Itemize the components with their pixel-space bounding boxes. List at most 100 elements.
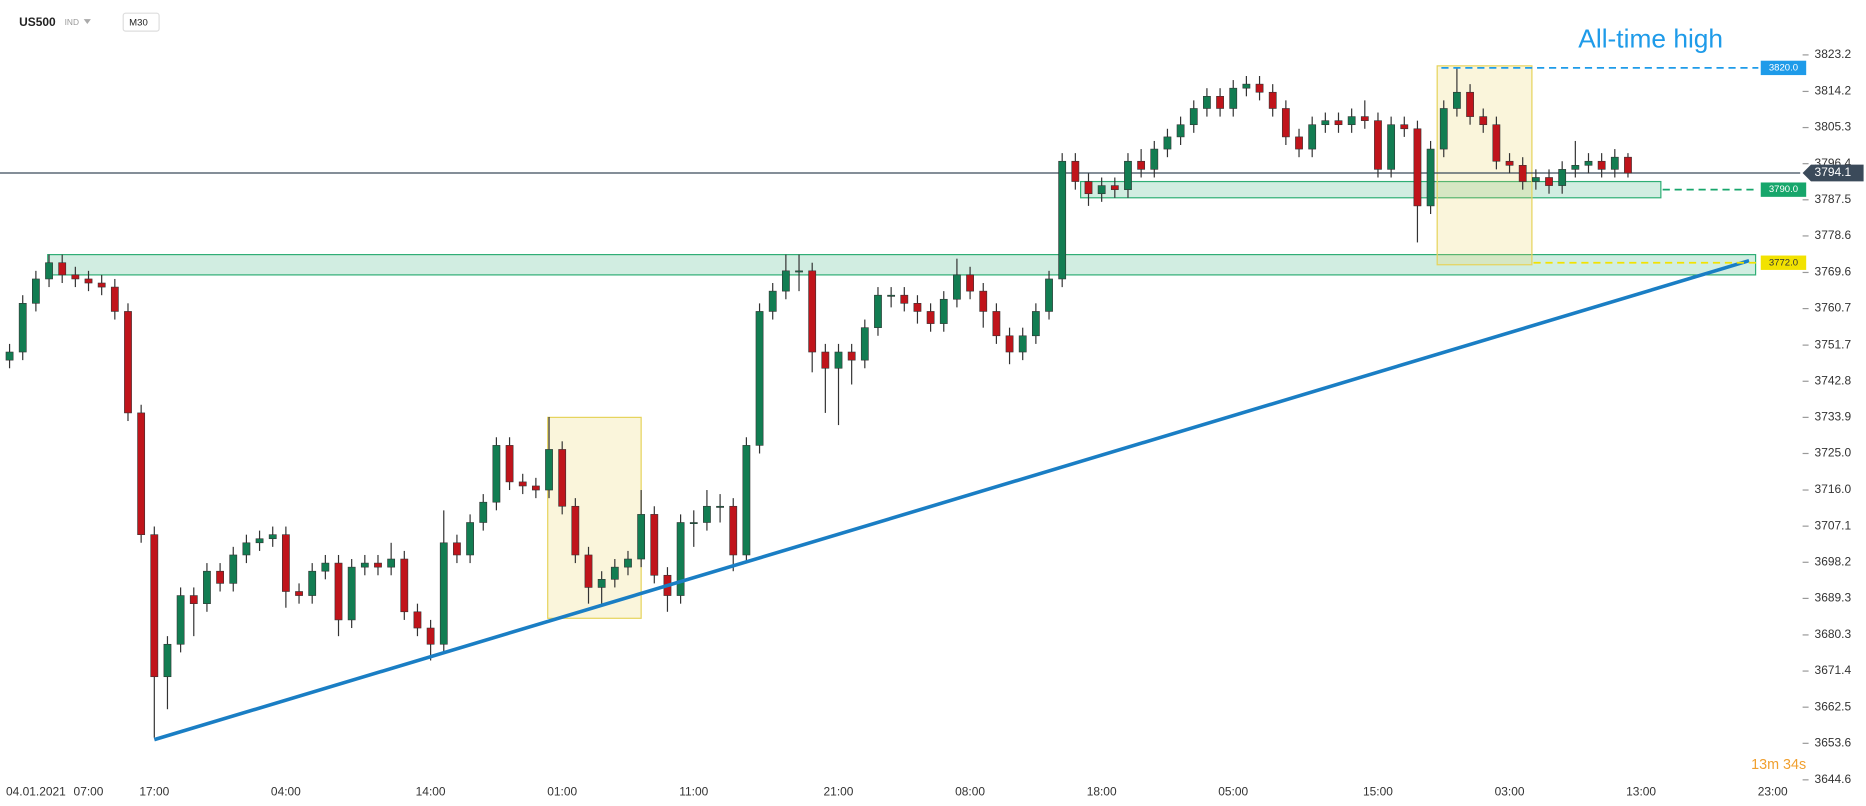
candle-body (1400, 124, 1409, 130)
candle-body (926, 311, 935, 324)
candle-body (1479, 116, 1488, 126)
candle-body (84, 278, 93, 284)
candle-body (1360, 116, 1369, 121)
candle-body (676, 522, 685, 596)
candle-body (584, 554, 593, 588)
candle-body (939, 298, 948, 324)
price-tag-label: 3790.0 (1769, 184, 1798, 195)
x-tick-label: 04:00 (271, 784, 301, 798)
x-tick-label: 13:00 (1626, 784, 1656, 798)
candle-body (1071, 160, 1080, 182)
candle-body (163, 643, 172, 678)
candle-body (203, 570, 211, 604)
candle-body (781, 270, 790, 292)
candle-body (610, 566, 619, 580)
price-tag (1760, 182, 1807, 197)
candle-body (1045, 278, 1053, 312)
candle-body (1413, 128, 1422, 207)
y-tick-label: 3760.7 (1815, 301, 1852, 315)
timeframe-box[interactable] (122, 12, 160, 32)
symbol[interactable]: US500 (19, 15, 56, 29)
candle-body (1203, 96, 1211, 109)
candle-body (742, 445, 751, 556)
candle-body (453, 542, 461, 556)
candle-body (1308, 124, 1317, 150)
candle-body (31, 278, 40, 304)
y-tick-label: 3733.9 (1815, 410, 1852, 424)
candle-body (1281, 108, 1290, 138)
candle-body (400, 558, 409, 613)
y-tick-label: 3787.5 (1815, 192, 1852, 206)
candle-body (255, 538, 264, 544)
trendline (153, 258, 1750, 742)
y-tick-label: 3671.4 (1815, 663, 1852, 677)
candle-body (413, 611, 422, 629)
candle-body (1005, 335, 1014, 353)
candle-body (1189, 108, 1198, 126)
y-tick-label: 3814.2 (1815, 84, 1852, 98)
candle-body (5, 351, 14, 361)
timeframe[interactable]: M30 (129, 17, 148, 28)
candle-body (374, 562, 382, 568)
countdown: 13m 34s (1751, 757, 1806, 773)
candle-body (1624, 156, 1632, 174)
candle-body (1084, 181, 1093, 195)
y-tick-label: 3805.3 (1815, 120, 1852, 134)
candle-body (97, 282, 106, 288)
candle-body (597, 579, 606, 588)
candle-body (1518, 165, 1527, 182)
dropdown-arrow[interactable] (83, 19, 91, 24)
candle-body (110, 286, 119, 312)
zone (1080, 180, 1662, 199)
candle-body (531, 485, 540, 491)
candle-body (1387, 124, 1396, 170)
candle-body (966, 274, 974, 292)
symbol-type: IND (65, 17, 79, 27)
candle-body (1584, 160, 1593, 166)
candle-body (492, 445, 501, 503)
candle-body (466, 522, 474, 556)
current-price-tag (1802, 164, 1864, 182)
annotation: All-time high (1578, 24, 1723, 54)
candle-body (229, 554, 238, 584)
candle-body (45, 262, 53, 280)
candle-body (426, 627, 435, 645)
candle-body (216, 570, 224, 584)
candle-body (1610, 156, 1619, 170)
y-tick-label: 3742.8 (1815, 373, 1852, 387)
x-tick-label: 03:00 (1495, 784, 1525, 798)
candle-body (1242, 83, 1251, 89)
candle-body (545, 449, 553, 491)
candle-body (1597, 160, 1606, 170)
candle-body (768, 290, 777, 312)
candle-body (558, 449, 567, 507)
candle-body (1439, 108, 1448, 150)
candle-body (505, 445, 514, 483)
candle-body (1124, 160, 1132, 190)
price-tag (1760, 60, 1807, 76)
candle-body (795, 270, 803, 273)
x-tick-label: 04.01.2021 (6, 784, 66, 798)
x-tick-label: 23:00 (1758, 784, 1788, 798)
candle-body (1268, 91, 1277, 109)
y-tick-label: 3698.2 (1815, 554, 1852, 568)
candle-body (176, 595, 185, 645)
zone (1436, 65, 1533, 266)
candle-body (637, 514, 646, 560)
candle-body (624, 558, 632, 568)
candle-body (1347, 116, 1356, 126)
candle-body (1334, 120, 1343, 126)
candle-body (295, 591, 303, 596)
y-tick-label: 3823.2 (1815, 47, 1852, 61)
candle-body (150, 534, 159, 678)
candle-body (650, 514, 659, 576)
candle-body (1531, 177, 1540, 182)
candle-body (387, 558, 396, 568)
candle-body (913, 303, 922, 312)
candle-body (1545, 177, 1553, 186)
candle-body (1110, 185, 1119, 190)
y-tick-label: 3680.3 (1815, 627, 1852, 641)
candle-body (1255, 83, 1264, 93)
price-tag (1760, 255, 1807, 270)
